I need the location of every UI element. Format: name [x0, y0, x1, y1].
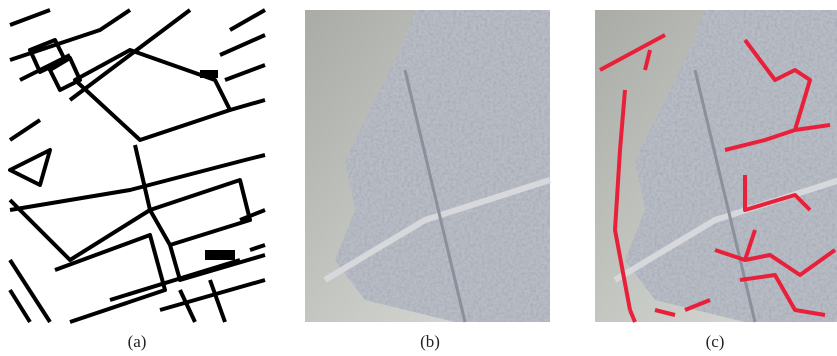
figure-svg: (a) (b) (c)	[0, 0, 837, 356]
panel-a	[10, 10, 265, 322]
figure: (a) (b) (c)	[0, 0, 837, 356]
caption: (b)	[420, 332, 440, 351]
caption: (c)	[706, 332, 725, 351]
panel-c	[595, 10, 837, 322]
panel-b	[305, 10, 550, 322]
caption: (a)	[128, 332, 147, 351]
